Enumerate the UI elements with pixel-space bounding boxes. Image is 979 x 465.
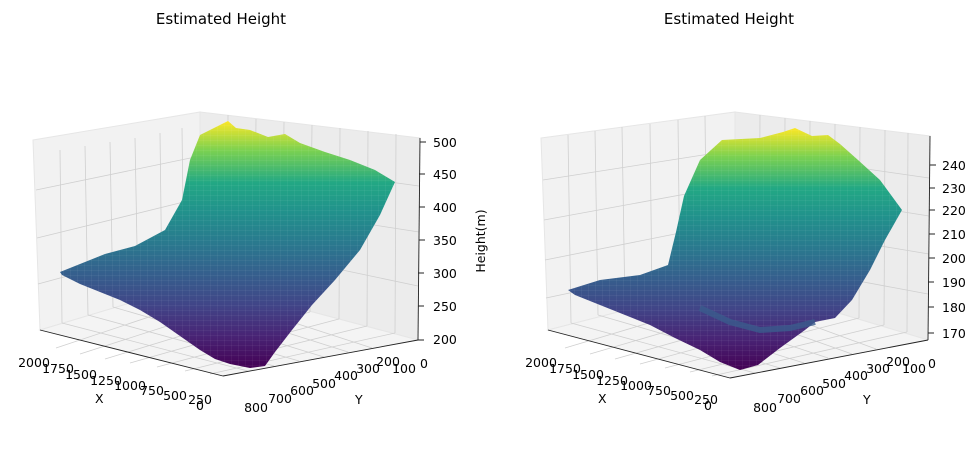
y-tick-label: 400 xyxy=(334,368,358,383)
z-tick-label: 230 xyxy=(942,181,966,196)
plot-title: Estimated Height xyxy=(156,10,286,28)
z-tick-label: 400 xyxy=(433,200,457,215)
y-axis-line xyxy=(222,339,419,377)
z-tick-label: 190 xyxy=(942,275,966,290)
x-tick-label: 500 xyxy=(163,388,187,403)
y-tick-label: 300 xyxy=(866,361,890,376)
z-ticks: 200 250 300 350 400 450 500 xyxy=(418,135,457,347)
z-tick-label: 300 xyxy=(433,266,457,281)
y-axis-label: Y xyxy=(354,392,363,407)
x-axis-label: X xyxy=(95,391,104,406)
y-tick-label: 300 xyxy=(356,361,380,376)
y-tick-label: 700 xyxy=(777,391,801,406)
z-tick-label: 170 xyxy=(942,326,966,341)
plot-right: Estimated Height 170 xyxy=(525,10,966,415)
x-axis-line xyxy=(547,329,731,379)
y-tick-label: 800 xyxy=(753,400,777,415)
plot-left: Estimated Height 200 250 30 xyxy=(18,10,488,415)
z-tick-label: 200 xyxy=(942,251,966,266)
y-tick-label: 700 xyxy=(268,391,292,406)
z-tick-label: 250 xyxy=(433,299,457,314)
x-ticks: 2000 1750 1500 1250 1000 750 500 250 0 xyxy=(18,355,212,413)
z-ticks: 170 180 190 200 210 220 230 240 xyxy=(928,158,966,341)
x-axis-line xyxy=(39,329,224,377)
z-axis-label: Height(m) xyxy=(473,209,488,272)
y-tick-label: 200 xyxy=(376,354,400,369)
surface-right xyxy=(568,128,902,370)
z-tick-label: 240 xyxy=(942,158,966,173)
y-tick-label: 600 xyxy=(290,383,314,398)
y-tick-label: 800 xyxy=(244,400,268,415)
x-tick-label: 1000 xyxy=(114,378,146,393)
surface-left xyxy=(60,121,395,368)
x-tick-label: 0 xyxy=(704,398,712,413)
y-tick-label: 0 xyxy=(928,356,936,371)
y-ticks: 800 700 600 500 400 300 200 100 0 xyxy=(244,354,428,415)
z-tick-label: 220 xyxy=(942,203,966,218)
x-tick-label: 1750 xyxy=(42,361,74,376)
z-tick-label: 210 xyxy=(942,227,966,242)
x-tick-label: 1000 xyxy=(620,378,652,393)
x-tick-label: 0 xyxy=(196,398,204,413)
x-tick-label: 500 xyxy=(670,388,694,403)
x-tick-label: 2000 xyxy=(18,355,50,370)
x-tick-label: 1250 xyxy=(596,373,628,388)
plot-title: Estimated Height xyxy=(664,10,794,28)
y-tick-label: 400 xyxy=(844,368,868,383)
z-tick-label: 200 xyxy=(433,332,457,347)
y-axis-label: Y xyxy=(862,392,871,407)
z-tick-label: 500 xyxy=(433,135,457,150)
x-tick-label: 2000 xyxy=(525,355,557,370)
x-ticks: 2000 1750 1500 1250 1000 750 500 250 0 xyxy=(525,355,718,413)
x-tick-label: 250 xyxy=(188,392,212,407)
y-tick-label: 600 xyxy=(800,383,824,398)
y-tick-label: 500 xyxy=(312,376,336,391)
x-tick-label: 750 xyxy=(140,383,164,398)
x-axis-label: X xyxy=(598,391,607,406)
z-tick-label: 350 xyxy=(433,233,457,248)
y-tick-label: 200 xyxy=(886,354,910,369)
y-axis-line xyxy=(729,339,929,379)
x-tick-label: 1500 xyxy=(572,367,604,382)
x-tick-label: 750 xyxy=(647,383,671,398)
z-tick-label: 450 xyxy=(433,167,457,182)
y-tick-label: 100 xyxy=(392,361,416,376)
y-tick-label: 0 xyxy=(420,356,428,371)
x-tick-label: 1250 xyxy=(90,373,122,388)
x-tick-label: 1750 xyxy=(549,361,581,376)
z-tick-label: 180 xyxy=(942,300,966,315)
z-axis-line xyxy=(927,135,931,341)
x-tick-label: 1500 xyxy=(65,367,97,382)
y-ticks: 800 700 600 500 400 300 200 100 0 xyxy=(753,354,936,415)
x-tick-label: 250 xyxy=(694,392,718,407)
y-tick-label: 500 xyxy=(822,376,846,391)
y-tick-label: 100 xyxy=(902,361,926,376)
